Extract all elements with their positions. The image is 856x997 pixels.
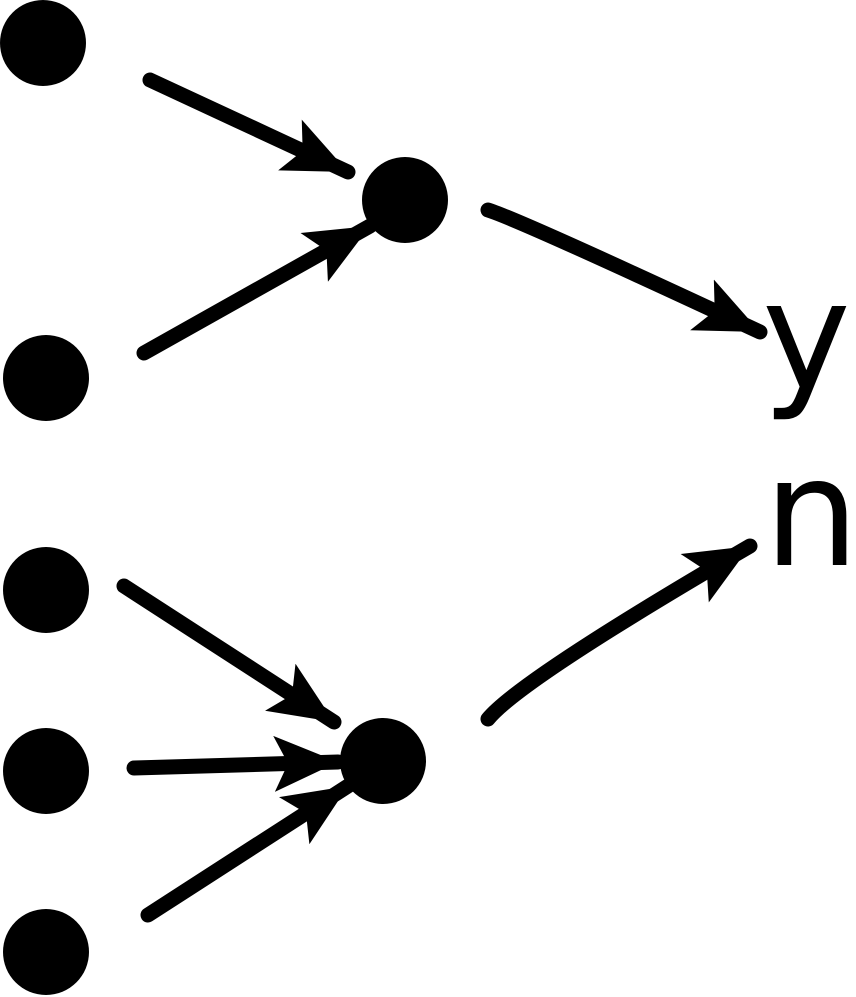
edge-input2-to-hidden-top [136,218,378,361]
input-node-1 [0,0,86,86]
output-label-y: y [762,250,851,424]
edge-input1-to-hidden-top [142,72,356,180]
edge-hidden-top-to-output-y [480,202,768,340]
output-label-n: n [764,427,856,601]
input-node-4 [3,728,89,814]
input-node-2 [3,335,89,421]
input-node-5 [3,909,89,995]
edge-input5-to-hidden-bottom [140,778,356,923]
edge-input3-to-hidden-bottom [116,578,342,730]
hidden-node-top [362,157,448,243]
hidden-node-bottom [340,718,426,804]
edge-hidden-bottom-to-output-n [480,538,758,727]
input-node-3 [3,547,89,633]
edge-input4-to-hidden-bottom [126,735,346,792]
